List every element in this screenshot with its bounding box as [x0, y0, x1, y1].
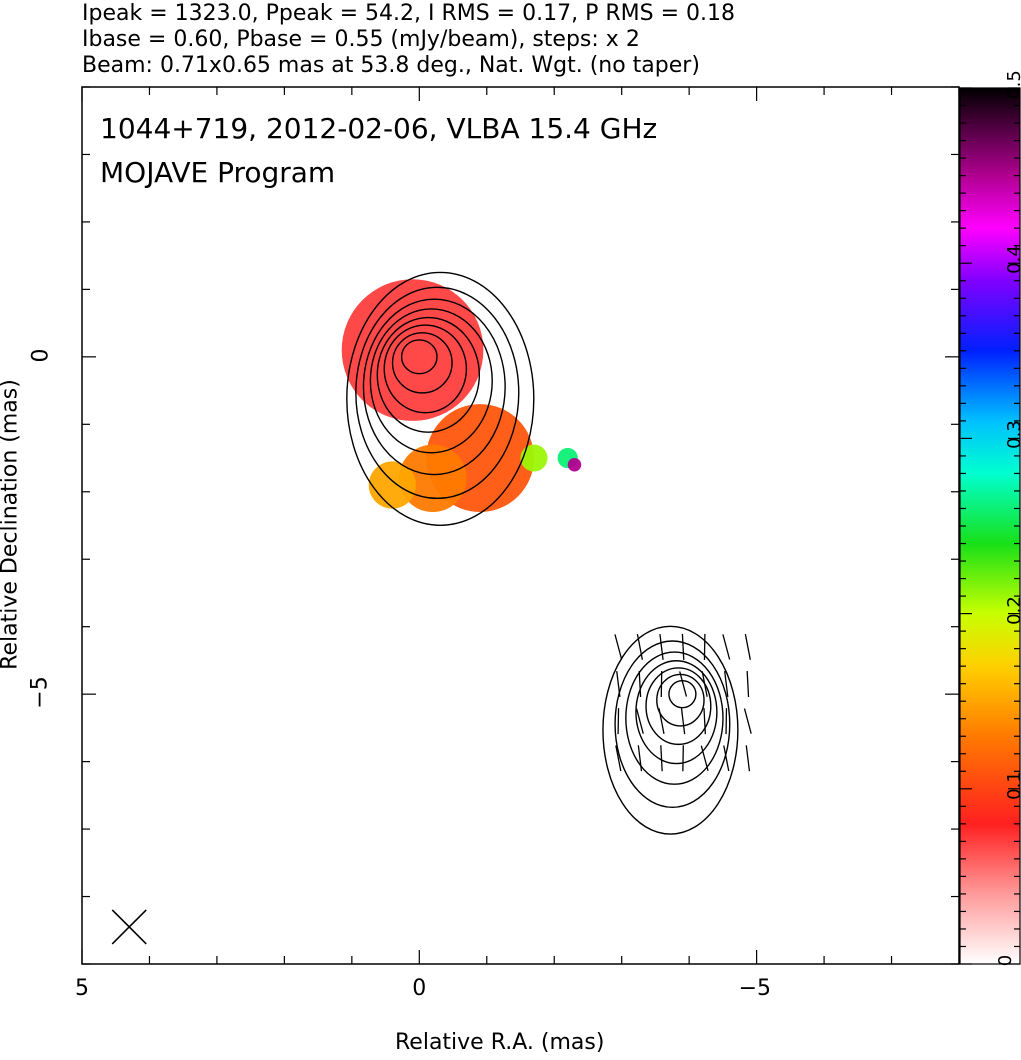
colorbar-tick-label: 0.1 — [1003, 770, 1021, 800]
polarization-vector — [636, 634, 644, 660]
polarization-vector — [703, 708, 706, 735]
contour-level — [362, 298, 506, 476]
polarization-vector — [723, 745, 730, 772]
polarization-vector — [745, 745, 751, 772]
beam-axis — [111, 909, 147, 945]
contour-level — [645, 667, 712, 746]
fracpol-patch — [341, 279, 484, 421]
contour-level — [383, 324, 468, 414]
colorbar-tick-label: 0.3 — [1003, 420, 1021, 450]
polarization-vector — [615, 745, 622, 772]
fracpol-patch — [567, 458, 582, 472]
header-line-3: Beam: 0.71x0.65 mas at 53.8 deg., Nat. W… — [82, 53, 700, 78]
polarization-vector — [681, 633, 685, 660]
polarization-vector — [616, 671, 621, 698]
contour-level — [656, 673, 705, 727]
contour-level — [614, 640, 731, 809]
polarization-vector — [700, 745, 709, 771]
header-line-1: Ipeak = 1323.0, Ppeak = 54.2, I RMS = 0.… — [82, 1, 735, 26]
contour-level — [668, 679, 697, 709]
polarization-vector — [635, 708, 644, 734]
contour-level — [346, 271, 535, 526]
polarization-vector — [679, 671, 688, 697]
contour-level — [376, 316, 481, 433]
contour-level — [369, 308, 493, 454]
x-tick-label: 5 — [75, 976, 89, 1001]
colorbar-tick-label: 0 — [995, 954, 1017, 967]
polarization-vector — [638, 671, 642, 698]
polarization-vector — [743, 708, 752, 734]
polarization-vector — [724, 671, 729, 698]
polarization-vector — [680, 708, 686, 735]
contour-level — [400, 339, 438, 375]
header-line-2: Ibase = 0.60, Pbase = 0.55 (mJy/beam), s… — [82, 27, 640, 52]
fracpol-patch — [520, 444, 548, 472]
contour-level — [625, 651, 724, 785]
polarization-vector — [658, 708, 665, 735]
plot-subtitle: MOJAVE Program — [100, 156, 336, 189]
plot-title: 1044+719, 2012-02-06, VLBA 15.4 GHz — [100, 112, 658, 145]
colorbar-tick-label: 0.4 — [1003, 245, 1021, 275]
x-axis-label: Relative R.A. (mas) — [395, 1030, 605, 1055]
polarization-vector — [746, 671, 750, 698]
y-tick-label: 0 — [28, 348, 54, 363]
colorbar — [959, 87, 1021, 965]
y-axis-label: Relative Declination (mas) — [0, 379, 23, 670]
polarization-vector — [637, 745, 643, 772]
y-tick-label: −5 — [27, 676, 53, 709]
polarization-vector — [660, 745, 663, 772]
contour-level — [355, 286, 520, 500]
contour-level — [391, 332, 453, 394]
beam-marker — [111, 909, 147, 945]
polarization-vector — [722, 634, 731, 660]
polarization-vector — [614, 634, 623, 660]
contour-level — [635, 660, 718, 765]
polarization-vector — [659, 633, 664, 660]
x-tick-label: −5 — [738, 976, 772, 1001]
x-tick-label: 0 — [412, 976, 427, 1001]
colorbar-tick-label: 0.5 — [1003, 70, 1021, 99]
colorbar-tick-label: 0.2 — [1003, 595, 1021, 625]
plot-frame — [81, 86, 960, 965]
polarization-vector — [701, 671, 708, 697]
contour-level — [602, 625, 739, 835]
polarization-vector — [744, 634, 751, 660]
